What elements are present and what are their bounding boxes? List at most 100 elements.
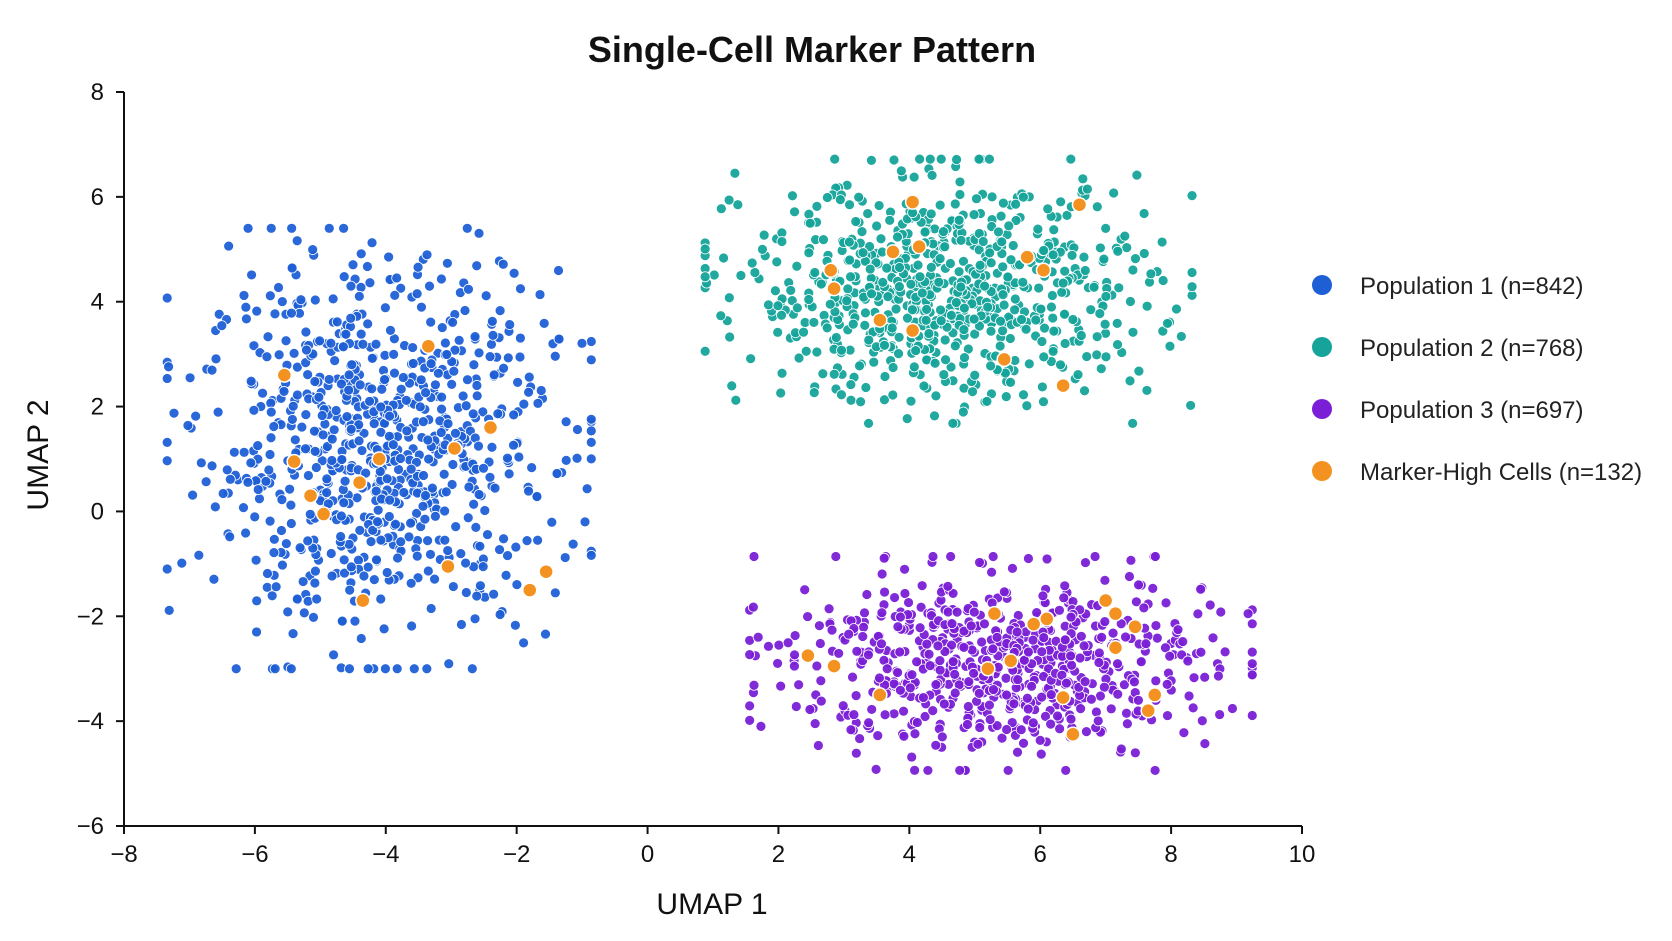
marker-high-point <box>482 419 499 436</box>
chart-title: Single-Cell Marker Pattern <box>588 29 1036 70</box>
population-2-point <box>929 410 940 422</box>
population-2-point <box>1186 190 1198 202</box>
population-3-point <box>1065 713 1077 725</box>
population-1-point <box>571 452 583 464</box>
population-3-point <box>934 655 946 667</box>
population-2-point <box>985 325 997 337</box>
population-2-point <box>776 367 788 379</box>
population-3-point <box>876 568 888 580</box>
population-1-point <box>460 557 471 569</box>
population-1-point <box>190 410 202 422</box>
population-1-point <box>238 446 250 458</box>
population-2-point <box>949 198 961 210</box>
population-3-point <box>1079 676 1091 688</box>
marker-high-point <box>446 440 463 457</box>
marker-high-point <box>1065 726 1081 742</box>
population-1-point <box>366 383 378 395</box>
population-2-point <box>1095 242 1106 254</box>
population-2-point <box>723 194 735 206</box>
population-3-point <box>782 637 794 649</box>
population-1-point <box>572 424 583 435</box>
population-2-point <box>967 386 978 398</box>
population-3-point <box>1214 709 1226 720</box>
population-3-point <box>1012 746 1023 758</box>
population-3-point <box>744 700 756 712</box>
population-1-point <box>302 535 314 547</box>
population-2-point <box>895 165 907 177</box>
population-2-point <box>821 322 833 334</box>
population-2-point <box>815 278 827 290</box>
population-3-point <box>1188 672 1200 684</box>
population-1-point <box>389 367 400 379</box>
population-1-point <box>309 294 321 306</box>
population-1-point <box>326 570 338 582</box>
population-1-point <box>338 271 350 283</box>
population-1-point <box>265 222 277 234</box>
population-2-point <box>808 317 820 328</box>
population-2-point <box>841 295 853 307</box>
population-3-point <box>922 765 934 776</box>
population-3-point <box>1150 675 1162 687</box>
population-1-point <box>463 481 475 493</box>
population-1-point <box>294 542 306 554</box>
population-2-point <box>776 309 787 321</box>
population-1-point <box>355 633 367 644</box>
population-1-point <box>405 517 417 529</box>
marker-high-point <box>872 312 888 328</box>
population-1-point <box>391 663 403 675</box>
population-1-point <box>478 462 489 474</box>
population-2-point <box>985 257 997 269</box>
population-3-point <box>1149 551 1161 562</box>
population-2-point <box>1065 153 1077 165</box>
population-3-point <box>968 606 980 618</box>
population-2-point <box>1059 265 1071 277</box>
population-1-point <box>372 516 383 528</box>
population-1-point <box>286 307 297 319</box>
population-3-point <box>927 551 939 562</box>
population-1-point <box>450 521 462 533</box>
population-3-point <box>1092 715 1104 727</box>
population-2-point <box>1048 325 1060 337</box>
population-2-point <box>860 307 871 319</box>
population-2-point <box>905 395 917 407</box>
population-2-point <box>1018 389 1029 401</box>
population-2-point <box>1004 333 1016 344</box>
population-3-point <box>1096 631 1108 643</box>
population-1-point <box>371 554 382 566</box>
population-1-point <box>321 487 333 499</box>
population-3-point <box>814 638 826 649</box>
population-3-point <box>984 714 996 725</box>
population-2-point <box>1138 248 1150 259</box>
population-3-point <box>878 552 890 564</box>
population-3-point <box>1093 657 1105 668</box>
population-3-point <box>804 704 816 715</box>
population-3-point <box>947 656 959 668</box>
population-3-point <box>863 717 875 729</box>
population-3-point <box>870 763 882 775</box>
population-3-point <box>951 606 963 618</box>
population-1-point <box>249 511 261 523</box>
population-1-point <box>425 549 436 560</box>
population-2-point <box>842 283 854 295</box>
population-1-point <box>316 410 328 421</box>
population-3-point <box>772 658 783 669</box>
population-3-point <box>1035 748 1047 760</box>
population-1-point <box>440 486 452 498</box>
marker-high-point <box>1003 653 1019 669</box>
legend-label: Population 3 (n=697) <box>1360 397 1584 424</box>
population-1-point <box>439 534 451 546</box>
population-1-point <box>287 400 299 412</box>
population-3-point <box>892 621 904 633</box>
population-1-point <box>381 473 393 485</box>
marker-high-point <box>1025 616 1042 632</box>
population-1-point <box>340 328 352 340</box>
population-1-point <box>511 579 523 591</box>
population-1-point <box>447 581 459 592</box>
population-1-point <box>345 312 357 324</box>
population-3-point <box>934 664 946 676</box>
population-1-point <box>270 581 282 593</box>
population-2-point <box>757 243 768 255</box>
population-1-point <box>405 463 417 475</box>
population-2-point <box>997 325 1009 337</box>
population-2-point <box>1010 215 1022 226</box>
